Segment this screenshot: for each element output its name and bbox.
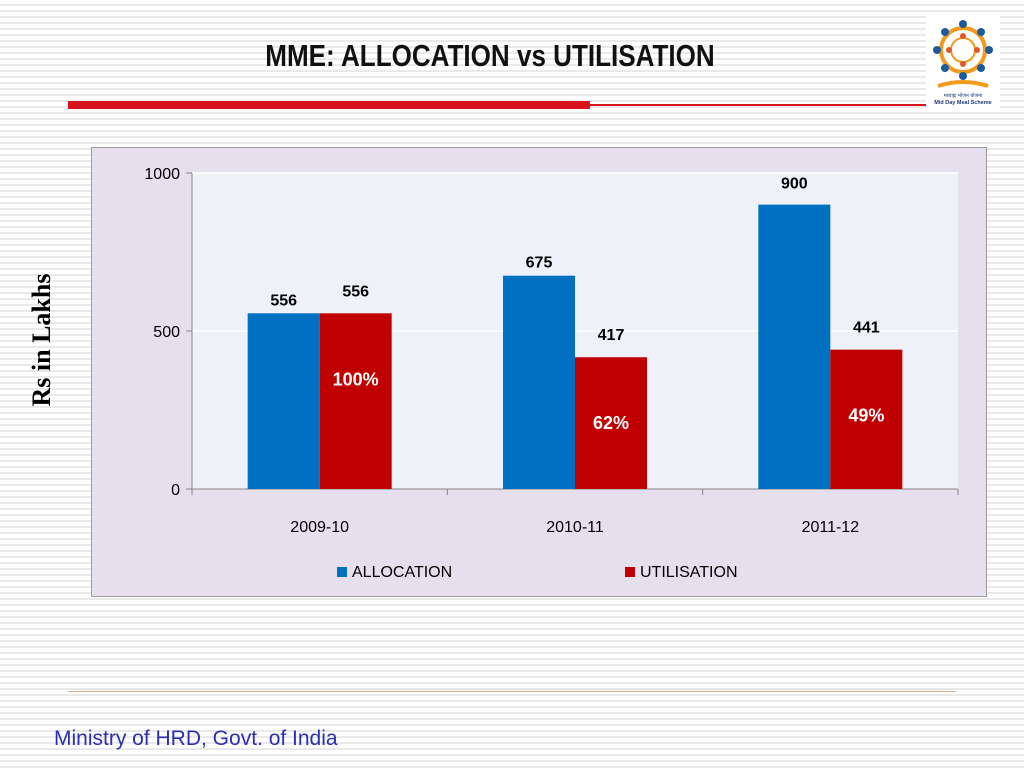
logo-graphic: मध्याह्न भोजन योजना Mid Day Meal Scheme (933, 20, 993, 106)
chart-area: 0 500 1000 2009-10 556 556 100% 2010-11 675 417 62… (91, 147, 987, 597)
logo-caption: मध्याह्न भोजन योजना (944, 92, 983, 99)
percent-label: 62% (593, 413, 629, 433)
bar-utilisation (575, 357, 647, 489)
title-rule-thin (590, 104, 930, 106)
bar-utilisation (319, 313, 392, 489)
y-tick-label: 500 (153, 324, 180, 341)
percent-label: 100% (333, 369, 379, 389)
title-rule-red (68, 101, 590, 109)
data-label: 556 (270, 292, 297, 309)
bar-allocation (758, 204, 831, 489)
data-label: 900 (781, 176, 808, 193)
y-tick-label: 1000 (144, 166, 180, 183)
x-tick-label: 2011-12 (802, 519, 860, 536)
footer-rule (68, 691, 956, 692)
legend-swatch-allocation (337, 567, 347, 577)
bar-allocation (503, 275, 575, 489)
bar-chart: 0 500 1000 2009-10 556 556 100% 2010-11 675 417 62… (144, 166, 959, 581)
mid-day-meal-logo: मध्याह्न भोजन योजना Mid Day Meal Scheme (926, 16, 1000, 108)
y-tick-label: 0 (171, 482, 180, 499)
x-tick-label: 2009-10 (290, 519, 349, 536)
data-label: 441 (853, 320, 880, 337)
footer-text: Ministry of HRD, Govt. of India (54, 727, 338, 750)
percent-label: 49% (848, 406, 884, 426)
y-axis-title: Rs in Lakhs (27, 273, 56, 407)
bar-allocation (247, 313, 320, 489)
logo-name: Mid Day Meal Scheme (934, 100, 991, 106)
data-label: 675 (526, 255, 553, 272)
legend-label-allocation: ALLOCATION (352, 564, 452, 581)
data-label: 556 (342, 283, 369, 300)
bar-utilisation (830, 349, 903, 489)
legend-swatch-utilisation (625, 567, 635, 577)
data-label: 417 (598, 327, 625, 344)
slide-title: MME: ALLOCATION vs UTILISATION (265, 38, 715, 73)
legend-label-utilisation: UTILISATION (640, 564, 738, 581)
x-tick-label: 2010-11 (546, 519, 604, 536)
